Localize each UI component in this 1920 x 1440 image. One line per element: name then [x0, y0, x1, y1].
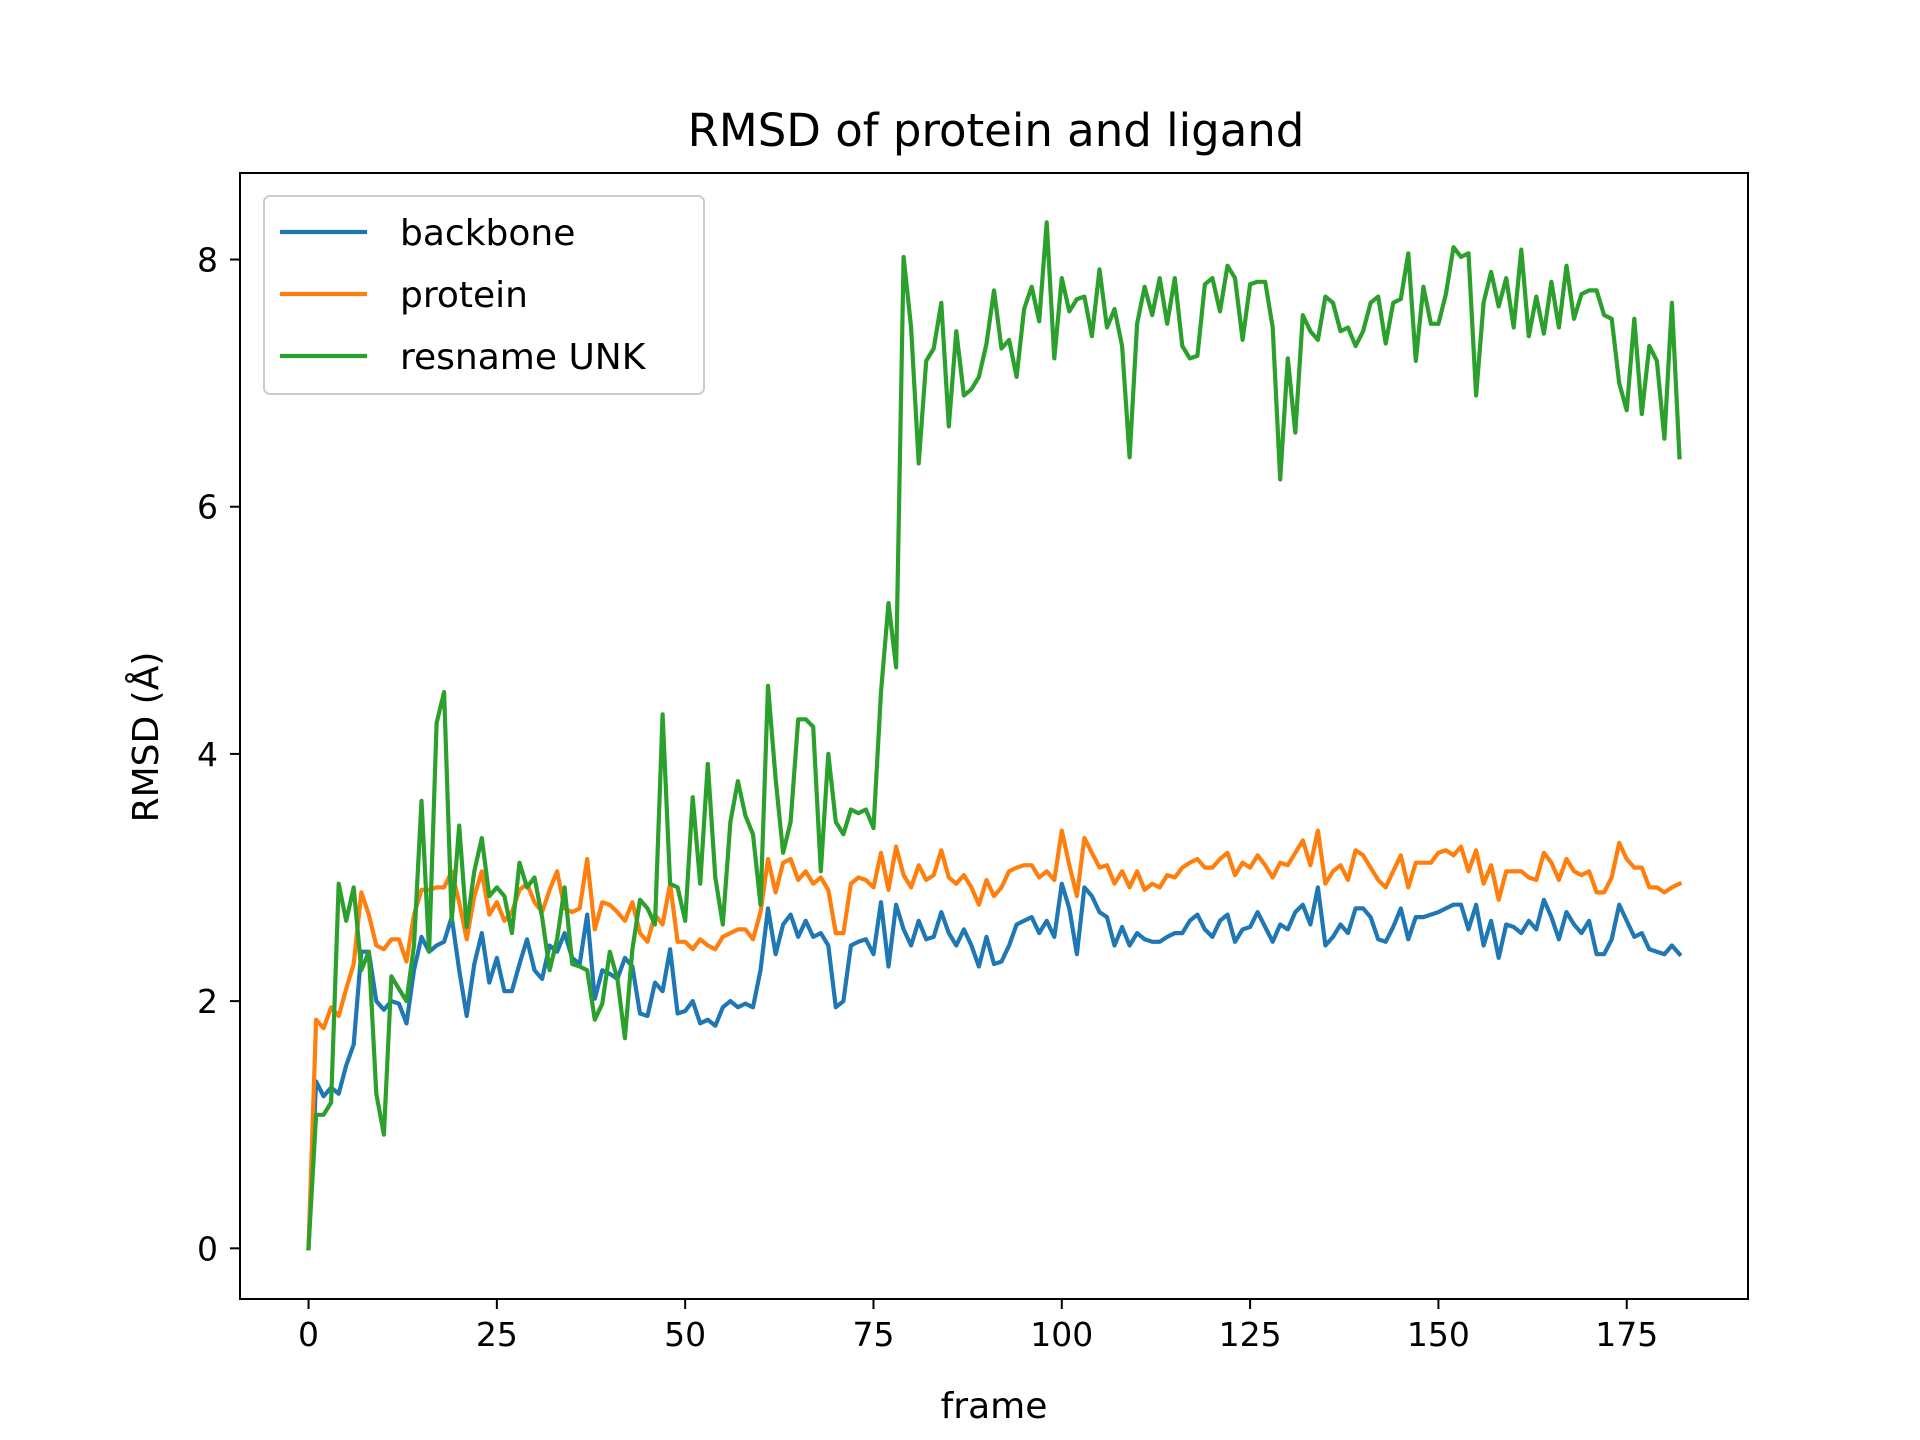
legend-label-1: protein	[400, 275, 528, 316]
y-axis-label: RMSD (Å)	[124, 652, 167, 823]
chart-title: RMSD of protein and ligand	[688, 104, 1305, 157]
y-tick-label: 4	[197, 735, 218, 774]
legend-label-0: backbone	[400, 213, 575, 254]
y-tick-label: 2	[197, 982, 218, 1021]
y-tick-label: 0	[197, 1229, 218, 1268]
x-axis-label: frame	[941, 1386, 1048, 1427]
plot-series	[306, 220, 1683, 1251]
series-line-0	[306, 881, 1683, 1251]
x-tick-label: 25	[476, 1315, 518, 1354]
x-tick-label: 175	[1595, 1315, 1658, 1354]
series-line-1	[306, 828, 1683, 1251]
y-axis: 0 2 4 6 8	[197, 241, 240, 1268]
x-tick-label: 125	[1219, 1315, 1282, 1354]
legend-label-2: resname UNK	[400, 337, 647, 378]
x-tick-label: 150	[1407, 1315, 1470, 1354]
series-line-2	[306, 220, 1682, 1251]
x-axis: 0 25 50 75 100 125 150 175	[298, 1299, 1658, 1354]
x-tick-label: 0	[298, 1315, 319, 1354]
x-tick-label: 100	[1030, 1315, 1093, 1354]
x-tick-label: 50	[664, 1315, 706, 1354]
y-tick-label: 6	[197, 488, 218, 527]
legend: backbone protein resname UNK	[263, 195, 705, 395]
y-tick-label: 8	[197, 241, 218, 280]
legend-box	[263, 195, 705, 395]
x-tick-label: 75	[852, 1315, 894, 1354]
plot-frame	[239, 172, 1749, 1300]
